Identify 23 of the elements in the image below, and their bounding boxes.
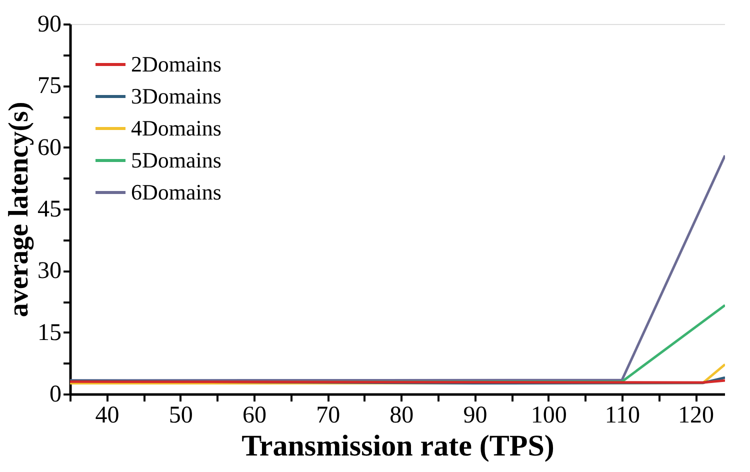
legend-label: 4Domains <box>131 116 222 140</box>
y-tick-label: 60 <box>38 134 62 161</box>
y-tick-label: 30 <box>38 258 62 284</box>
x-tick-label: 60 <box>242 402 266 428</box>
legend-label: 5Domains <box>131 148 222 172</box>
x-tick-label: 100 <box>530 402 567 428</box>
legend-label: 3Domains <box>131 84 222 108</box>
x-tick-label: 110 <box>604 402 640 428</box>
x-tick-label: 90 <box>463 402 488 428</box>
legend-label: 2Domains <box>131 52 222 76</box>
x-tick-label: 70 <box>316 402 340 428</box>
y-axis-title: average latency(s) <box>4 102 34 318</box>
x-tick-label: 120 <box>678 402 714 428</box>
y-tick-label: 75 <box>38 73 62 100</box>
y-tick-label: 0 <box>50 382 62 408</box>
x-axis-title: Transmission rate (TPS) <box>242 430 554 462</box>
y-tick-label: 45 <box>38 196 62 222</box>
y-tick-label: 90 <box>38 12 62 38</box>
x-tick-label: 40 <box>95 402 120 428</box>
legend-label: 6Domains <box>131 180 222 204</box>
x-tick-label: 80 <box>390 402 414 428</box>
x-tick-label: 50 <box>168 402 193 428</box>
y-tick-label: 15 <box>38 320 62 346</box>
